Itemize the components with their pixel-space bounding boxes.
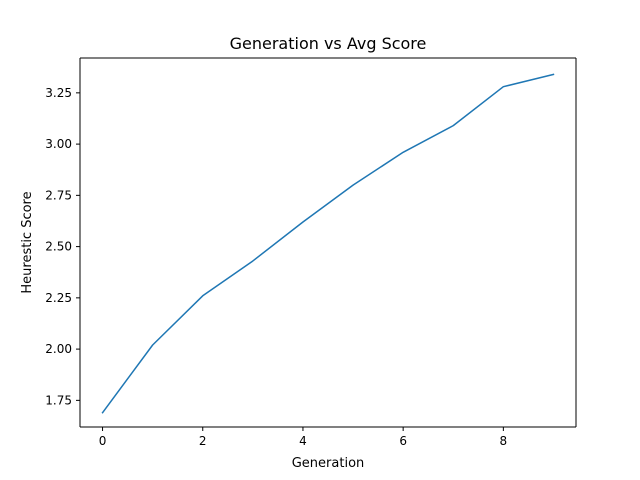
chart-title: Generation vs Avg Score (230, 34, 427, 53)
series-line-1 (101, 73, 555, 414)
y-tick-label: 3.00 (45, 137, 72, 151)
y-tick-label: 3.25 (45, 86, 72, 100)
x-tick-label: 8 (500, 434, 508, 448)
x-axis-label: Generation (292, 456, 365, 471)
y-tick-label: 2.75 (45, 188, 72, 202)
y-axis-label: Heurestic Score (20, 191, 35, 293)
y-tick-label: 1.75 (45, 393, 72, 407)
y-tick-label: 2.25 (45, 291, 72, 305)
x-tick-label: 6 (399, 434, 407, 448)
x-tick-label: 2 (199, 434, 207, 448)
y-tick-label: 2.50 (45, 240, 72, 254)
x-tick-label: 4 (299, 434, 307, 448)
plot-area: 0 2 4 6 8 1.75 2.00 2.25 2.50 2.75 3.00 3.25 (45, 57, 577, 448)
y-tick-label: 2.00 (45, 342, 72, 356)
x-tick-label: 0 (99, 434, 107, 448)
